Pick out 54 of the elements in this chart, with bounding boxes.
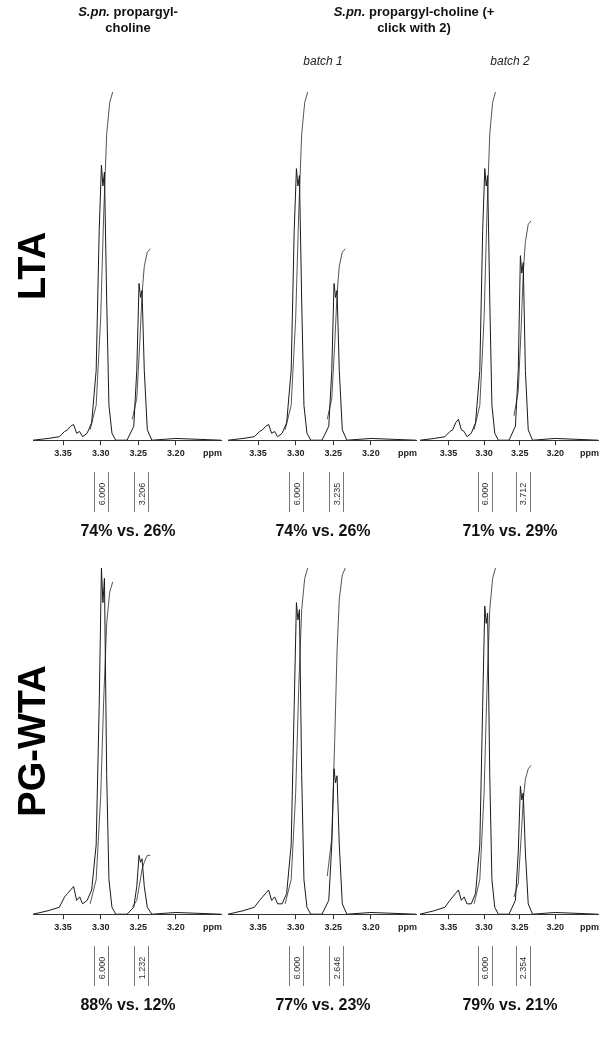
text: 71% vs. 29% [461,522,559,541]
x-tick-label: 3.35 [249,448,267,459]
chart-subtitle: batch 2 [489,54,531,68]
x-tick-label: 3.25 [510,922,529,933]
x-axis-title: ppm [580,448,599,459]
x-tick-label: 3.30 [91,922,110,933]
x-tick-label: 3.30 [91,448,110,459]
text: 6.000 [480,956,491,980]
x-axis-title: ppm [398,922,417,933]
x-tick-label: 3.20 [167,922,185,933]
text: 6.000 [480,482,491,506]
text: 6.000 [291,956,302,980]
text: 79% vs. 21% [461,996,559,1015]
x-tick-label: 3.35 [54,448,72,459]
chart-title: S.pn. propargyl-choline (+ click with 2) [332,4,496,36]
x-tick-label: 3.30 [475,922,493,933]
x-axis-title: ppm [398,448,417,459]
text: 74% vs. 26% [274,522,372,541]
text: 6.000 [291,482,302,506]
x-tick-label: 3.25 [129,448,148,459]
text: 2.646 [331,956,342,980]
x-tick-label: 3.35 [439,922,458,933]
x-tick-label: 3.20 [546,448,565,459]
text: 1.232 [136,956,147,980]
chart-subtitle: batch 1 [302,54,344,68]
x-tick-label: 3.35 [54,922,72,933]
x-tick-label: 3.30 [286,922,305,933]
x-tick-label: 3.35 [249,922,267,933]
x-tick-label: 3.20 [546,922,565,933]
text: 88% vs. 12% [79,996,177,1015]
text: 77% vs. 23% [274,996,372,1015]
x-axis-title: ppm [580,922,599,933]
chart-title: S.pn. propargyl-choline [77,4,179,36]
text: 3.712 [518,482,529,506]
x-tick-label: 3.25 [129,922,148,933]
x-tick-label: 3.25 [510,448,529,459]
text: 3.235 [331,482,342,506]
text: 3.206 [136,482,147,506]
x-axis-title: ppm [203,448,222,459]
text: 6.000 [96,482,107,506]
x-tick-label: 3.25 [324,922,343,933]
text: 2.354 [518,956,529,980]
y-axis-title: PG-WTA [10,665,54,817]
x-tick-label: 3.30 [475,448,493,459]
x-tick-label: 3.35 [439,448,458,459]
x-tick-label: 3.25 [324,448,343,459]
y-axis-title: LTA [10,231,54,301]
text: 6.000 [96,956,107,980]
x-tick-label: 3.20 [167,448,185,459]
text: 74% vs. 26% [79,522,177,541]
x-axis-title: ppm [203,922,222,933]
x-tick-label: 3.20 [362,448,380,459]
x-tick-label: 3.20 [362,922,380,933]
x-tick-label: 3.30 [286,448,305,459]
